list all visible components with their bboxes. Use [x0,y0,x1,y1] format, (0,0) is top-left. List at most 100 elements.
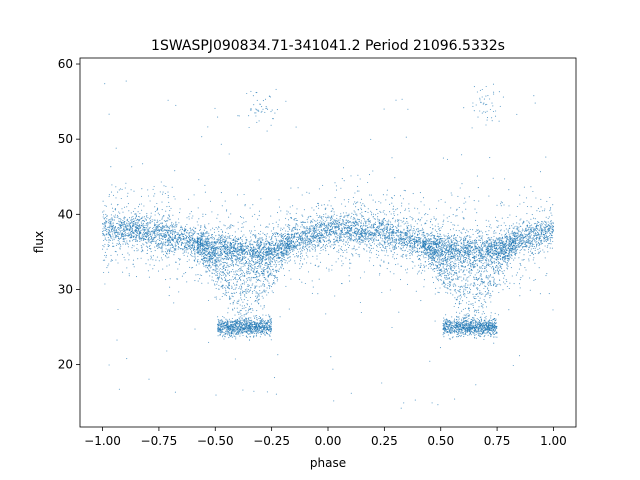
scatter-point [107,237,109,239]
scatter-point [289,234,291,236]
scatter-point [381,228,383,230]
scatter-point [225,243,227,246]
scatter-point [154,233,156,235]
scatter-point [146,227,148,229]
scatter-point [232,265,235,267]
scatter-point [487,234,489,236]
scatter-point [170,243,173,245]
scatter-point [118,220,120,222]
scatter-point [374,229,377,231]
scatter-point [454,246,456,248]
scatter-point [254,254,256,256]
scatter-point [142,235,144,237]
scatter-point [204,235,206,237]
scatter-point [409,234,411,236]
scatter-point [320,216,322,218]
scatter-point [343,233,345,236]
scatter-point [388,245,390,247]
scatter-point [380,237,382,239]
scatter-point [407,237,410,239]
scatter-point [288,242,291,244]
scatter-point [514,257,516,259]
scatter-point [399,238,401,240]
scatter-point [476,263,478,265]
scatter-point [150,235,153,238]
scatter-point [183,247,185,249]
scatter-point [534,218,536,220]
scatter-point [395,240,397,242]
scatter-point [176,225,178,227]
scatter-point [234,247,236,249]
scatter-point [132,238,134,241]
scatter-point [153,228,155,231]
scatter-point [144,238,146,240]
scatter-point [296,243,298,246]
scatter-point [495,232,497,234]
scatter-point [205,239,207,241]
scatter-point [453,237,455,240]
scatter-point [286,257,289,259]
scatter-point [382,229,384,231]
scatter-point [254,247,256,249]
scatter-point [185,249,187,251]
scatter-point [404,249,406,251]
scatter-point [520,233,522,235]
scatter-point [369,220,371,222]
scatter-point [308,240,310,243]
scatter-point [402,245,404,247]
scatter-point [108,241,110,243]
scatter-point [132,219,134,221]
scatter-point [331,244,333,246]
scatter-point [186,244,188,246]
scatter-point [336,238,338,240]
scatter-point [362,237,365,239]
scatter-point [261,261,263,263]
scatter-point [304,238,306,240]
scatter-point [463,257,465,259]
scatter-point [530,231,532,233]
scatter-point [417,251,419,253]
scatter-point [475,260,477,263]
scatter-point [362,222,365,224]
scatter-point [124,232,126,234]
scatter-point [551,232,553,234]
scatter-point [190,229,192,232]
scatter-point [547,228,549,230]
scatter-point [397,235,399,237]
scatter-point [145,224,147,226]
scatter-point [523,233,525,235]
scatter-point [113,231,115,233]
scatter-point [489,256,491,258]
scatter-point [300,251,302,253]
scatter-point [547,243,549,245]
scatter-point [118,226,120,229]
scatter-point [377,243,379,245]
scatter-point [235,250,237,252]
scatter-point [372,247,374,249]
scatter-point [346,214,348,216]
scatter-point [304,230,306,232]
scatter-point [389,228,391,231]
scatter-point [392,254,394,256]
scatter-point [531,230,534,232]
scatter-point [362,239,364,242]
scatter-point [311,247,313,249]
scatter-point [306,230,308,232]
scatter-point [478,257,480,260]
scatter-point [534,247,536,249]
scatter-point [412,252,414,254]
scatter-point [139,238,141,240]
scatter-point [193,246,195,248]
scatter-point [193,249,195,252]
scatter-point [262,232,264,234]
scatter-point [106,234,108,236]
scatter-point [108,244,110,247]
scatter-point [449,251,451,253]
scatter-point [433,250,436,252]
scatter-point [479,253,481,255]
scatter-point [201,232,203,234]
scatter-point [239,261,241,263]
scatter-point [139,237,141,239]
scatter-point [522,235,524,237]
scatter-point [226,245,228,247]
